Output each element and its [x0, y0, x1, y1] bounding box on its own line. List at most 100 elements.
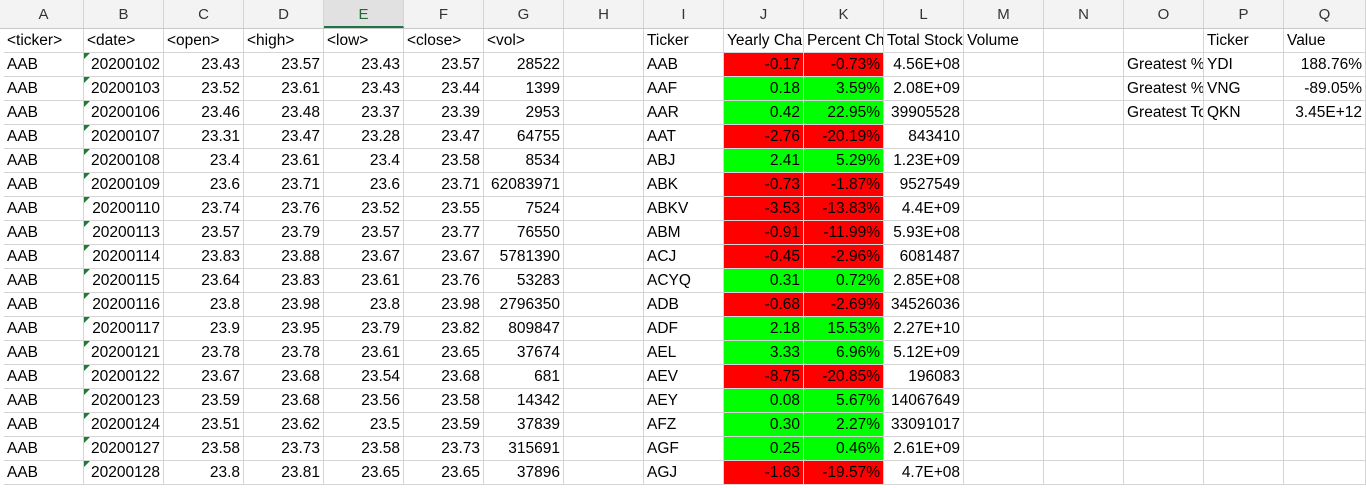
- ticker-cell[interactable]: AAB: [4, 461, 84, 485]
- cell-n[interactable]: [1044, 197, 1124, 221]
- cell-h[interactable]: [564, 53, 644, 77]
- percent-change-cell[interactable]: -20.85%: [804, 365, 884, 389]
- ticker-cell[interactable]: AAB: [4, 173, 84, 197]
- cell-q[interactable]: [1284, 389, 1366, 413]
- cell-o[interactable]: [1124, 221, 1204, 245]
- percent-change-cell[interactable]: 5.29%: [804, 149, 884, 173]
- date-cell[interactable]: 20200114: [84, 245, 164, 269]
- vol-cell[interactable]: 28522: [484, 53, 564, 77]
- yearly-change-cell[interactable]: 0.08: [724, 389, 804, 413]
- cell-m[interactable]: [964, 173, 1044, 197]
- cell-o[interactable]: [1124, 197, 1204, 221]
- cell-o[interactable]: [1124, 413, 1204, 437]
- header-cell-g[interactable]: <vol>: [484, 29, 564, 53]
- cell-h[interactable]: [564, 269, 644, 293]
- total-volume-cell[interactable]: 9527549: [884, 173, 964, 197]
- percent-change-cell[interactable]: -2.69%: [804, 293, 884, 317]
- cell-p[interactable]: [1204, 125, 1284, 149]
- cell-n[interactable]: [1044, 341, 1124, 365]
- cell-n[interactable]: [1044, 149, 1124, 173]
- close-cell[interactable]: 23.67: [404, 245, 484, 269]
- total-volume-cell[interactable]: 4.56E+08: [884, 53, 964, 77]
- low-cell[interactable]: 23.67: [324, 245, 404, 269]
- yearly-change-cell[interactable]: -0.73: [724, 173, 804, 197]
- date-cell[interactable]: 20200108: [84, 149, 164, 173]
- vol-cell[interactable]: 62083971: [484, 173, 564, 197]
- percent-change-cell[interactable]: 0.72%: [804, 269, 884, 293]
- open-cell[interactable]: 23.78: [164, 341, 244, 365]
- summary-ticker-cell[interactable]: ABKV: [644, 197, 724, 221]
- greatest-value-cell[interactable]: 188.76%: [1284, 53, 1366, 77]
- summary-ticker-cell[interactable]: AAT: [644, 125, 724, 149]
- vol-cell[interactable]: 2953: [484, 101, 564, 125]
- column-header-d[interactable]: D: [244, 0, 324, 28]
- cell-h[interactable]: [564, 365, 644, 389]
- cell-h[interactable]: [564, 341, 644, 365]
- summary-ticker-cell[interactable]: ADB: [644, 293, 724, 317]
- low-cell[interactable]: 23.4: [324, 149, 404, 173]
- close-cell[interactable]: 23.47: [404, 125, 484, 149]
- low-cell[interactable]: 23.43: [324, 77, 404, 101]
- total-volume-cell[interactable]: 34526036: [884, 293, 964, 317]
- ticker-cell[interactable]: AAB: [4, 53, 84, 77]
- cell-n[interactable]: [1044, 77, 1124, 101]
- cell-m[interactable]: [964, 293, 1044, 317]
- summary-ticker-cell[interactable]: AAB: [644, 53, 724, 77]
- vol-cell[interactable]: 681: [484, 365, 564, 389]
- greatest-ticker-cell[interactable]: YDI: [1204, 53, 1284, 77]
- vol-cell[interactable]: 37839: [484, 413, 564, 437]
- cell-q[interactable]: [1284, 245, 1366, 269]
- yearly-change-cell[interactable]: -0.91: [724, 221, 804, 245]
- cell-o[interactable]: [1124, 269, 1204, 293]
- column-header-a[interactable]: A: [4, 0, 84, 28]
- ticker-cell[interactable]: AAB: [4, 221, 84, 245]
- cell-n[interactable]: [1044, 317, 1124, 341]
- high-cell[interactable]: 23.71: [244, 173, 324, 197]
- low-cell[interactable]: 23.79: [324, 317, 404, 341]
- date-cell[interactable]: 20200116: [84, 293, 164, 317]
- cell-m[interactable]: [964, 197, 1044, 221]
- total-volume-cell[interactable]: 2.08E+09: [884, 77, 964, 101]
- column-header-l[interactable]: L: [884, 0, 964, 28]
- cell-p[interactable]: [1204, 149, 1284, 173]
- cell-m[interactable]: [964, 461, 1044, 485]
- open-cell[interactable]: 23.59: [164, 389, 244, 413]
- header-cell-yearly-change[interactable]: Yearly Change: [724, 29, 804, 53]
- total-volume-cell[interactable]: 2.27E+10: [884, 317, 964, 341]
- cell-p[interactable]: [1204, 245, 1284, 269]
- low-cell[interactable]: 23.57: [324, 221, 404, 245]
- close-cell[interactable]: 23.57: [404, 53, 484, 77]
- yearly-change-cell[interactable]: -1.83: [724, 461, 804, 485]
- greatest-label-cell[interactable]: Greatest Total Volume: [1124, 101, 1204, 125]
- high-cell[interactable]: 23.95: [244, 317, 324, 341]
- cell-m[interactable]: [964, 437, 1044, 461]
- close-cell[interactable]: 23.65: [404, 461, 484, 485]
- summary-ticker-cell[interactable]: AEL: [644, 341, 724, 365]
- cell-o[interactable]: [1124, 389, 1204, 413]
- high-cell[interactable]: 23.88: [244, 245, 324, 269]
- cell-n[interactable]: [1044, 413, 1124, 437]
- date-cell[interactable]: 20200113: [84, 221, 164, 245]
- greatest-label-cell[interactable]: Greatest % Increase: [1124, 53, 1204, 77]
- cell-p[interactable]: [1204, 389, 1284, 413]
- date-cell[interactable]: 20200109: [84, 173, 164, 197]
- cell-o[interactable]: [1124, 29, 1204, 53]
- cell-h[interactable]: [564, 101, 644, 125]
- cell-n[interactable]: [1044, 53, 1124, 77]
- ticker-cell[interactable]: AAB: [4, 269, 84, 293]
- header-cell-summary-ticker[interactable]: Ticker: [1204, 29, 1284, 53]
- vol-cell[interactable]: 64755: [484, 125, 564, 149]
- low-cell[interactable]: 23.52: [324, 197, 404, 221]
- header-cell-f[interactable]: <close>: [404, 29, 484, 53]
- high-cell[interactable]: 23.61: [244, 77, 324, 101]
- cell-m[interactable]: [964, 413, 1044, 437]
- total-volume-cell[interactable]: 6081487: [884, 245, 964, 269]
- high-cell[interactable]: 23.61: [244, 149, 324, 173]
- header-cell-a[interactable]: <ticker>: [4, 29, 84, 53]
- summary-ticker-cell[interactable]: AAR: [644, 101, 724, 125]
- yearly-change-cell[interactable]: 0.30: [724, 413, 804, 437]
- open-cell[interactable]: 23.8: [164, 293, 244, 317]
- vol-cell[interactable]: 1399: [484, 77, 564, 101]
- low-cell[interactable]: 23.54: [324, 365, 404, 389]
- summary-ticker-cell[interactable]: AAF: [644, 77, 724, 101]
